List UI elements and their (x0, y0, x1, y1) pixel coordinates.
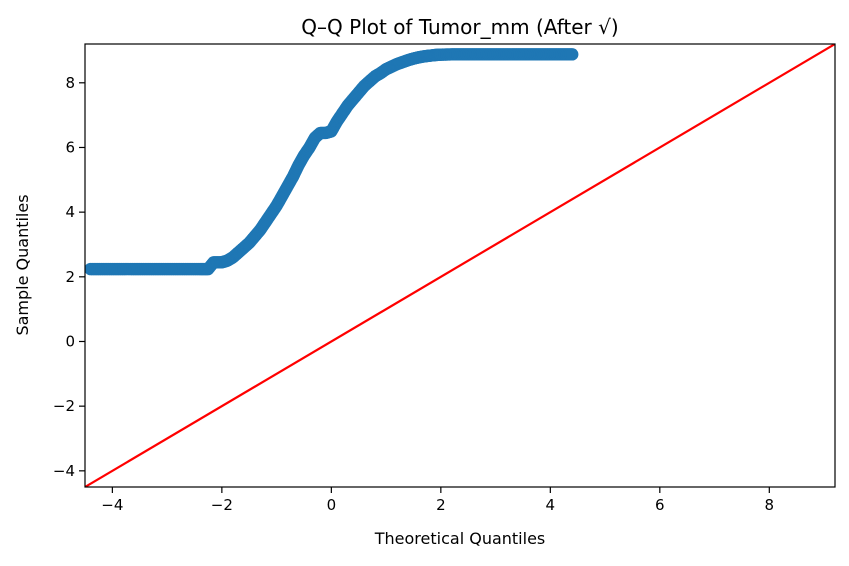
y-tick-label: −2 (53, 397, 75, 415)
x-tick-label: −2 (211, 496, 233, 514)
reference-line (85, 44, 835, 487)
chart-title: Q–Q Plot of Tumor_mm (After √) (301, 15, 618, 39)
plot-area (85, 44, 835, 487)
x-axis-label: Theoretical Quantiles (374, 529, 546, 548)
y-tick-label: 2 (65, 268, 75, 286)
y-tick-label: 0 (65, 332, 75, 350)
sample-quantile-point (566, 48, 579, 61)
x-tick-label: 8 (765, 496, 775, 514)
x-tick-label: 6 (655, 496, 665, 514)
y-tick-label: 6 (65, 138, 75, 156)
x-tick-label: 0 (327, 496, 337, 514)
plot-frame (84, 43, 836, 488)
y-tick-label: 8 (65, 74, 75, 92)
y-axis-label: Sample Quantiles (13, 194, 32, 335)
y-tick-label: −4 (53, 462, 75, 480)
x-tick-label: 4 (546, 496, 556, 514)
x-tick-label: 2 (436, 496, 446, 514)
y-tick-label: 4 (65, 203, 75, 221)
x-tick-label: −4 (101, 496, 123, 514)
